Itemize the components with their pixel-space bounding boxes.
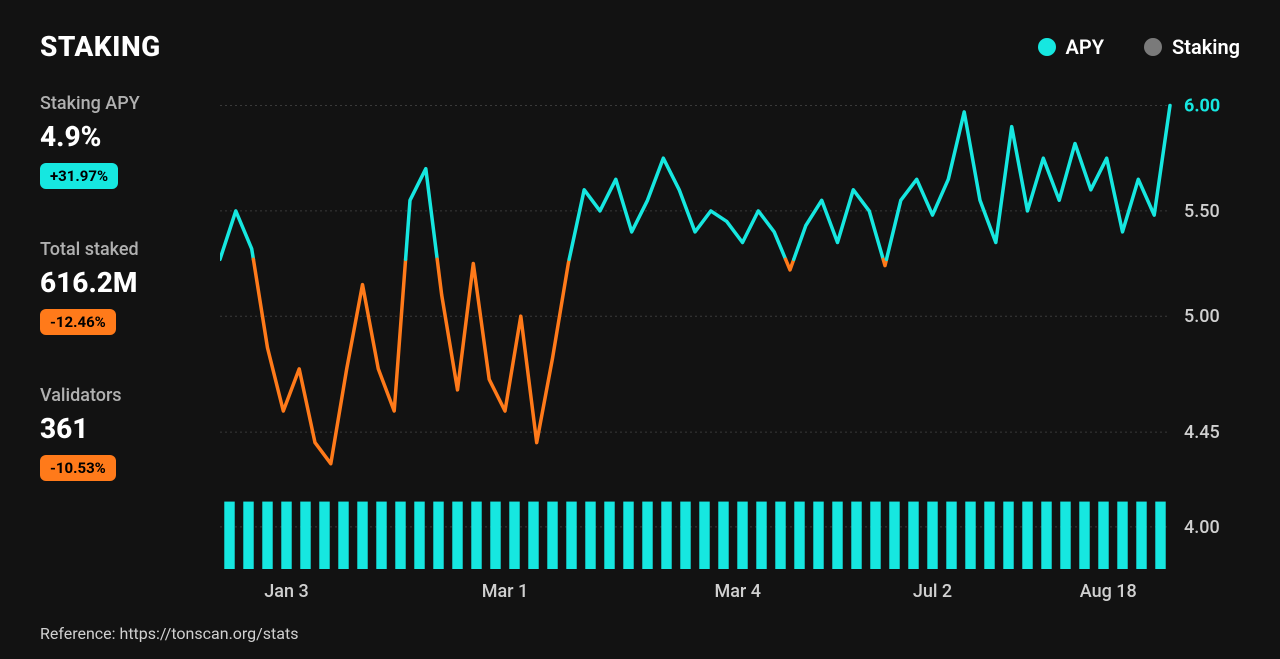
stat-total-label: Total staked	[40, 239, 210, 260]
stat-apy: Staking APY 4.9% +31.97%	[40, 93, 210, 189]
legend-staking-label: Staking	[1172, 35, 1240, 59]
legend-staking-dot	[1144, 38, 1162, 56]
stat-apy-change-badge: +31.97%	[40, 163, 118, 189]
stat-total-value: 616.2M	[40, 266, 210, 299]
stat-apy-label: Staking APY	[40, 93, 210, 114]
svg-text:6.00: 6.00	[1184, 96, 1220, 117]
stat-validators-change-badge: -10.53%	[40, 455, 116, 481]
chart-area[interactable]: 6.00 5.50 5.00 4.45 4.00 Jan 3 Mar 1 Mar 4 Jul 2…	[220, 83, 1240, 616]
stat-total-staked: Total staked 616.2M -12.46%	[40, 239, 210, 335]
svg-text:Mar 4: Mar 4	[714, 581, 761, 602]
svg-text:Aug 18: Aug 18	[1080, 581, 1137, 602]
svg-text:Jan 3: Jan 3	[264, 581, 308, 602]
svg-text:5.00: 5.00	[1184, 306, 1220, 327]
stat-total-change-badge: -12.46%	[40, 309, 116, 335]
svg-text:4.00: 4.00	[1184, 517, 1220, 538]
svg-text:4.45: 4.45	[1184, 422, 1220, 443]
stat-validators-label: Validators	[40, 385, 210, 406]
legend-staking[interactable]: Staking	[1144, 35, 1240, 59]
stat-validators-value: 361	[40, 412, 210, 445]
legend-apy-label: APY	[1066, 35, 1104, 59]
stat-apy-value: 4.9%	[40, 120, 210, 153]
legend-apy-dot	[1038, 38, 1056, 56]
stats-column: Staking APY 4.9% +31.97% Total staked 61…	[40, 83, 210, 616]
reference-footer: Reference: https://tonscan.org/stats	[40, 624, 1240, 643]
legend: APY Staking	[1038, 35, 1240, 59]
staking-chart-svg: 6.00 5.50 5.00 4.45 4.00 Jan 3 Mar 1 Mar 4 Jul 2…	[220, 83, 1240, 616]
header-row: STAKING APY Staking	[40, 30, 1240, 63]
svg-text:5.50: 5.50	[1184, 201, 1220, 222]
stat-validators: Validators 361 -10.53%	[40, 385, 210, 481]
svg-text:Mar 1: Mar 1	[482, 581, 529, 602]
svg-text:Jul 2: Jul 2	[913, 581, 952, 602]
page-title: STAKING	[40, 30, 161, 63]
legend-apy[interactable]: APY	[1038, 35, 1104, 59]
